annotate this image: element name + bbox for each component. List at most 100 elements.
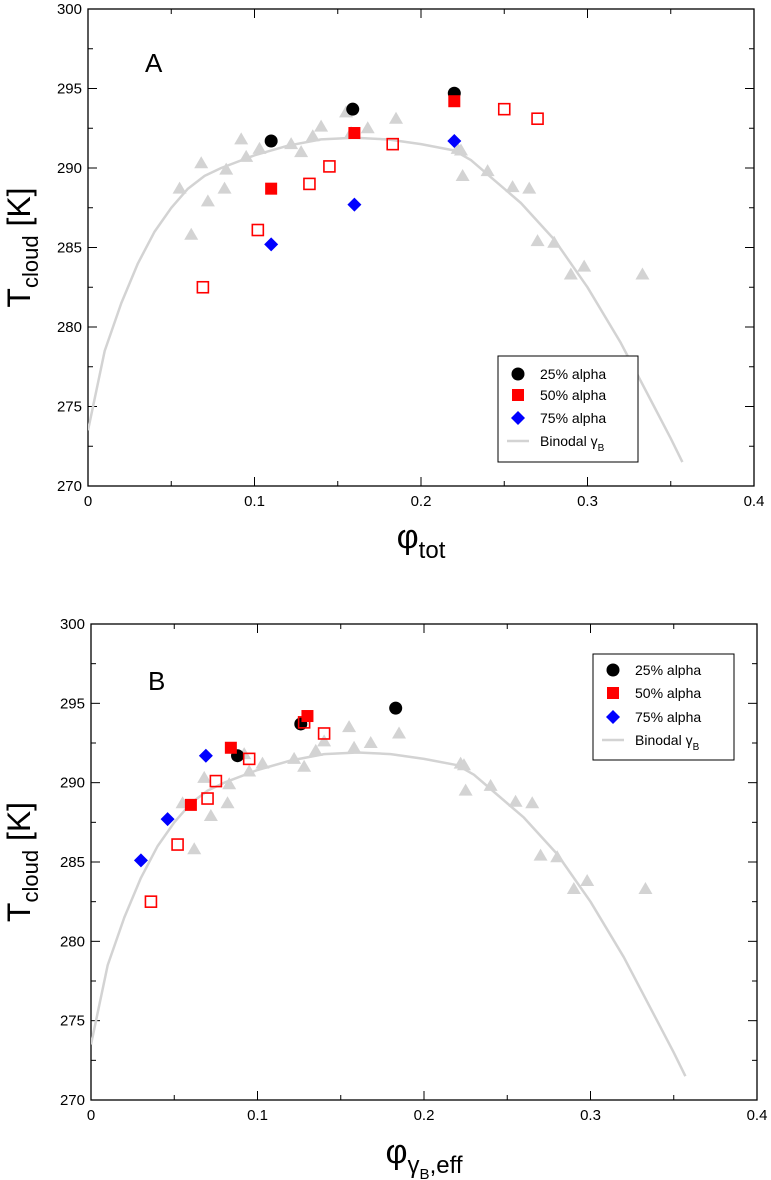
alpha50-open-square-point (251, 223, 265, 237)
y-tick-label: 295 (57, 81, 82, 98)
gray-triangle-point (305, 129, 320, 142)
alpha50-open-square-point (497, 102, 511, 116)
legend-entry-label: 75% alpha (540, 410, 606, 426)
x-axis-label: φtot (397, 518, 446, 564)
x-tick-label: 0.3 (580, 1107, 601, 1124)
alpha75-diamond-point (160, 812, 175, 827)
x-tick-label: 0.4 (744, 493, 765, 510)
gray-triangle-point (184, 227, 199, 240)
y-axis-label-main: T (1, 288, 37, 308)
y-axis-label-unit: [K] (1, 187, 37, 235)
legend-entry-text: 75% alpha (635, 709, 701, 725)
legend-entry-subscript: B (693, 742, 700, 753)
gray-triangle-point (547, 235, 562, 248)
gray-triangle-point (242, 764, 257, 777)
y-axis-label-sub: cloud (18, 850, 43, 903)
y-axis-label-main: T (1, 903, 37, 923)
legend-entry-label: Binodal γB (635, 732, 700, 753)
legend-diamond-marker (606, 710, 620, 724)
gray-triangle-point (234, 132, 249, 145)
gray-triangle-point (525, 796, 540, 809)
y-tick-label: 285 (57, 240, 82, 257)
gray-triangle-point (219, 162, 234, 175)
gray-triangle-point (550, 850, 565, 863)
alpha50-open-square-point (144, 895, 158, 908)
gray-triangle-point (635, 267, 650, 280)
y-axis-label-sub: cloud (18, 235, 43, 288)
legend-entry-label: Binodal γB (540, 433, 605, 454)
gray-triangle-point (505, 180, 520, 193)
legend-circle-marker (606, 663, 620, 677)
gray-triangle-point (284, 137, 299, 150)
gray-triangle-point (456, 758, 471, 771)
x-tick-label: 0.1 (244, 493, 265, 510)
gray-triangle-point (360, 121, 375, 134)
y-tick-label: 270 (60, 1092, 85, 1109)
legend-diamond-marker (511, 411, 525, 425)
gray-triangle-point (530, 234, 545, 247)
alpha75-diamond-point (347, 197, 362, 212)
x-tick-label: 0.1 (247, 1107, 268, 1124)
y-tick-label: 290 (57, 160, 82, 177)
legend-entry-label: 75% alpha (635, 709, 701, 725)
gray-triangle-point (533, 848, 548, 861)
y-tick-label: 280 (60, 933, 85, 950)
alpha75-diamond-point (264, 237, 279, 252)
x-tick-label: 0.2 (411, 493, 432, 510)
alpha50-square-point (224, 741, 237, 754)
gray-triangle-point (638, 881, 653, 894)
legend-entry-label: 50% alpha (540, 387, 606, 403)
alpha50-square-point (265, 182, 278, 195)
plot-area (91, 701, 687, 1077)
gray-triangle-point (172, 181, 187, 194)
gray-triangle-point (455, 168, 470, 181)
y-tick-label: 300 (60, 616, 85, 633)
x-tick-label: 0.4 (747, 1107, 768, 1124)
alpha50-open-square-point (386, 137, 399, 151)
x-axis-label-tail: ,eff (430, 1152, 463, 1179)
alpha50-open-square-point (317, 727, 331, 740)
legend-square-marker (512, 389, 524, 401)
gray-triangle-point (363, 736, 378, 748)
gray-triangle-point (297, 759, 312, 772)
y-axis-label: Tcloud [K] (1, 187, 43, 307)
y-tick-label: 285 (60, 854, 85, 871)
alpha50-open-square-point (196, 280, 210, 294)
gray-triangle-point (317, 734, 332, 747)
panel-b: 0 0.1 0.2 0.3 0.4 270 275 280 285 290 295 300 B Tclou… (1, 616, 767, 1180)
gray-triangle-point (194, 156, 209, 169)
gray-triangle-point (577, 259, 592, 272)
alpha50-open-square-point (171, 838, 184, 851)
alpha25-circle-point (346, 102, 360, 116)
alpha50-open-square-point (531, 112, 544, 126)
gray-triangle-point (566, 881, 581, 894)
gray-triangle-point (458, 783, 473, 796)
alpha50-open-square-point (297, 716, 311, 729)
gray-triangle-point (203, 808, 218, 821)
gray-triangle-point (255, 756, 270, 769)
legend-entry-text: Binodal γ (540, 433, 598, 449)
gray-triangle-point (197, 770, 212, 783)
x-tick-label: 0.2 (414, 1107, 435, 1124)
gray-triangle-point (342, 720, 357, 733)
y-tick-label: 295 (60, 695, 85, 712)
legend-entry-text: Binodal γ (635, 732, 693, 748)
legend-entry-label: 50% alpha (635, 685, 701, 701)
legend: 25% alpha 50% alpha 75% alpha Binodal γB (497, 355, 639, 463)
legend-entry-label: 25% alpha (635, 662, 701, 678)
x-tick-label: 0 (87, 1107, 95, 1124)
alpha50-square-point (448, 95, 461, 108)
alpha50-open-square-point (323, 160, 336, 173)
y-tick-label: 300 (57, 1, 82, 18)
alpha50-square-point (301, 710, 314, 723)
gray-triangle-point (314, 119, 329, 132)
y-axis-label-unit: [K] (1, 802, 37, 850)
alpha50-open-square-point (303, 177, 316, 191)
gray-triangle-point (217, 181, 232, 194)
gray-triangle-point (453, 143, 468, 156)
legend-entry-subscript: B (598, 443, 605, 454)
gray-triangle-point (308, 743, 323, 756)
gray-triangle-point (483, 778, 498, 791)
